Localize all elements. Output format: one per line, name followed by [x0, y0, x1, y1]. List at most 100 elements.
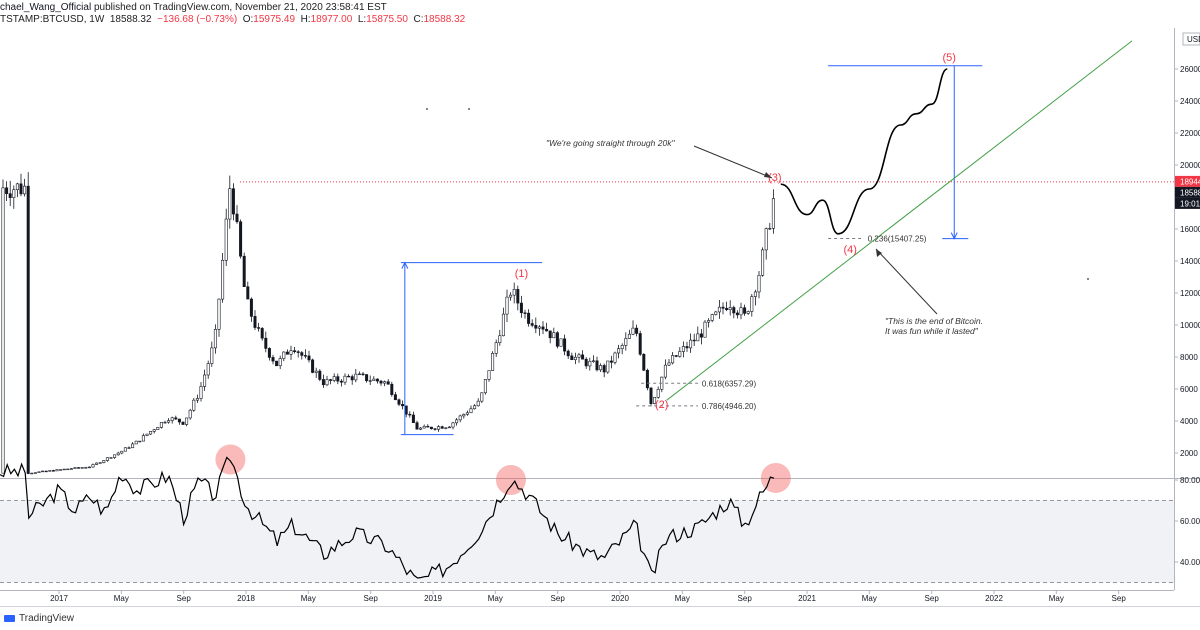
candle-body	[617, 348, 621, 354]
candle-body	[699, 333, 703, 338]
footer: TradingView	[4, 613, 74, 624]
price-tick-label: 2000	[1180, 449, 1198, 458]
candle-body	[681, 346, 685, 352]
candle-body	[253, 316, 257, 328]
stray-dot	[468, 108, 470, 110]
change-value: −136.68 (−0.73%)	[157, 14, 238, 25]
price-tick-label: 20000	[1180, 161, 1200, 170]
rsi-tick-label: 60.00	[1180, 517, 1200, 526]
candle-body	[347, 375, 351, 378]
candle-body	[267, 348, 271, 358]
measure-range-2	[828, 65, 983, 240]
time-tick-label: 2018	[237, 594, 255, 603]
high-value: 18977.00	[310, 14, 353, 25]
annotation-end-line2: It was fun while it lasted"	[885, 326, 979, 336]
rsi-highlight-circle	[215, 444, 246, 475]
candle-body	[588, 360, 592, 367]
price-tick-label: 6000	[1180, 385, 1198, 394]
candle-body	[206, 363, 210, 376]
candle-body	[635, 327, 639, 334]
candle-body	[473, 405, 477, 410]
candle-body	[59, 469, 63, 471]
candle-body	[653, 396, 657, 404]
currency-button[interactable]	[1182, 32, 1200, 46]
candle-body	[638, 333, 642, 355]
high-label: H:	[300, 14, 311, 25]
candle-body	[314, 370, 318, 373]
time-tick-label: May	[301, 594, 316, 603]
footer-brand: TradingView	[19, 613, 75, 624]
candle-body	[537, 326, 541, 329]
candle-body	[350, 376, 354, 381]
candle-body	[577, 354, 581, 358]
candle-body	[159, 422, 163, 428]
author: chael_Wang_Official	[0, 2, 92, 13]
candle-body	[113, 454, 117, 458]
candle-body	[487, 370, 491, 380]
candle-body	[275, 360, 279, 367]
candle-body	[433, 428, 437, 430]
candle-body	[87, 466, 91, 469]
candle-body	[667, 362, 671, 366]
candle-body	[599, 365, 603, 371]
candle-body	[717, 306, 721, 313]
candle-body	[300, 352, 304, 356]
candle-body	[19, 183, 23, 195]
candle-body	[692, 339, 696, 342]
candle-body	[152, 429, 156, 432]
candle-body	[437, 426, 441, 430]
candle-body	[491, 352, 495, 371]
candle-body	[573, 356, 577, 361]
candle-body	[185, 417, 189, 425]
candle-body	[296, 351, 300, 353]
candle-body	[224, 218, 228, 261]
candlestick-series	[1, 172, 775, 475]
published-date: published on TradingView.com, November 2…	[91, 2, 387, 13]
candle-body	[548, 330, 552, 339]
stray-dot	[1087, 278, 1089, 280]
candle-body	[221, 259, 225, 300]
time-tick-label: May	[488, 594, 503, 603]
candle-body	[447, 426, 451, 429]
annotation-end-arrowhead	[876, 249, 882, 257]
candle-body	[444, 427, 448, 429]
candle-body	[339, 380, 343, 383]
candle-body	[170, 417, 174, 421]
annotation-end-line1: "This is the end of Bitcoin.	[885, 316, 983, 326]
candle-body	[127, 447, 131, 449]
price-tick-label: 10000	[1180, 321, 1200, 330]
candle-body	[361, 373, 365, 376]
candle-body	[30, 472, 34, 475]
candle-body	[685, 346, 689, 349]
candle-body	[735, 312, 739, 316]
candle-body	[721, 306, 725, 309]
measure-range-1	[400, 261, 543, 436]
candle-body	[26, 185, 30, 474]
symbol-label: TSTAMP:BTCUSD, 1W	[0, 14, 105, 25]
time-tick-label: 2022	[985, 594, 1003, 603]
candle-body	[123, 447, 127, 452]
candle-body	[329, 379, 333, 381]
candle-body	[192, 399, 196, 411]
candle-body	[242, 255, 246, 288]
price-tick-label: 26000	[1180, 65, 1200, 74]
candle-body	[631, 327, 635, 335]
candle-body	[624, 338, 628, 346]
candle-body	[523, 312, 527, 314]
candle-body	[494, 342, 498, 354]
candle-body	[440, 426, 444, 429]
candle-body	[584, 358, 588, 367]
candle-body	[743, 307, 747, 314]
candle-body	[321, 379, 325, 386]
candle-body	[671, 355, 675, 364]
last-price-value: 18588	[1180, 188, 1200, 197]
price-tick-label: 12000	[1180, 289, 1200, 298]
open-value: 15975.49	[253, 14, 296, 25]
candle-body	[627, 333, 631, 339]
wave-label-2: (2)	[655, 399, 668, 411]
candle-body	[656, 388, 660, 398]
candle-body	[739, 307, 743, 316]
currency-label: USD	[1187, 35, 1200, 44]
candle-body	[365, 374, 369, 382]
